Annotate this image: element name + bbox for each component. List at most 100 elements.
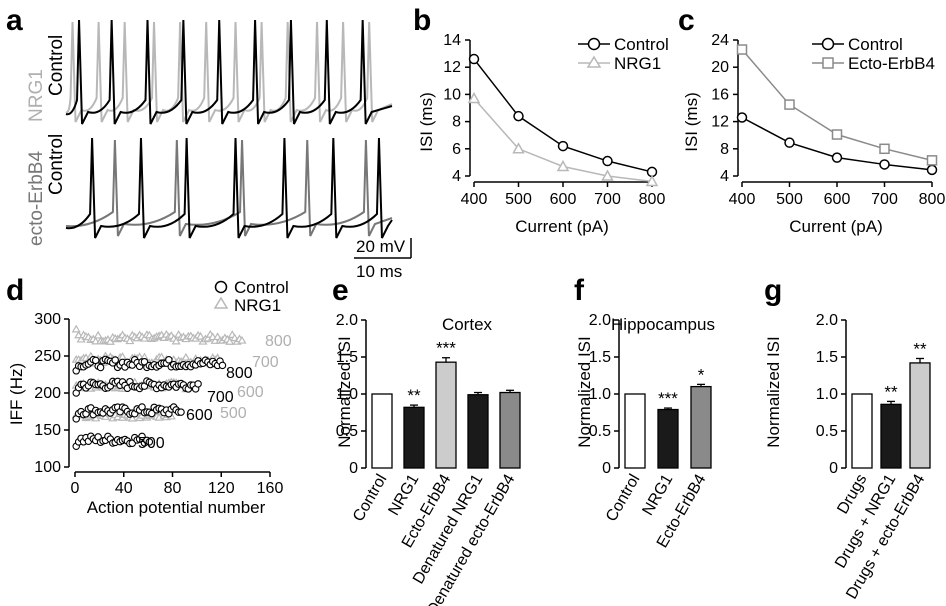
significance-label: ** xyxy=(884,382,898,401)
data-point xyxy=(601,169,614,181)
d-label-black-600: 600 xyxy=(186,407,213,424)
panel-b-chart: 4 6 8 10 12 14 400 500 600 700 800 xyxy=(443,32,665,208)
y-tick-label: 1.0 xyxy=(816,386,838,403)
data-point xyxy=(831,152,843,163)
y-tick-label: 12 xyxy=(711,114,729,131)
legend-nrg1-marker xyxy=(586,55,602,68)
x-tick-label: 120 xyxy=(208,480,235,497)
significance-label: *** xyxy=(436,339,456,358)
data-point xyxy=(602,155,613,167)
y-tick-label: 12 xyxy=(443,59,461,76)
d-label-gray-600: 600 xyxy=(237,384,264,401)
y-tick-label: 2.0 xyxy=(816,312,838,329)
y-tick-label: 0.5 xyxy=(589,423,611,440)
data-point xyxy=(556,159,570,172)
panel-e-title: Cortex xyxy=(442,315,493,334)
nrg1-point xyxy=(93,330,103,339)
legend-nrg1-label: NRG1 xyxy=(614,54,661,73)
data-point xyxy=(736,44,748,55)
x-tick-label: 800 xyxy=(919,191,946,208)
y-tick-label: 24 xyxy=(711,32,729,49)
y-tick-label: 150 xyxy=(34,422,61,439)
bar-denatured-ecto-erbb4 xyxy=(499,391,521,469)
panel-f-title: Hippocampus xyxy=(611,315,715,334)
panel-a-traces xyxy=(65,19,393,239)
legend-ecto-marker xyxy=(822,57,834,69)
y-tick-label: 1.5 xyxy=(589,349,611,366)
panel-e-ylabel: Normalized ISI xyxy=(335,336,354,447)
legend-d-control-label: Control xyxy=(234,278,289,297)
y-tick-label: 0 xyxy=(829,460,838,477)
bar-drugs-nrg1 xyxy=(880,403,902,469)
bar-ecto-erbb4 xyxy=(435,361,457,469)
nrg1-point xyxy=(127,413,137,422)
d-label-black-500: 500 xyxy=(138,435,165,452)
x-tick-label: 700 xyxy=(871,191,898,208)
nrg1-point xyxy=(181,352,191,361)
x-tick-label: 500 xyxy=(776,191,803,208)
nrg1-point xyxy=(237,335,247,344)
d-label-black-800: 800 xyxy=(226,365,253,382)
panel-f-ylabel: Normalized ISI xyxy=(575,336,594,447)
y-tick-label: 1.0 xyxy=(589,386,611,403)
y-tick-label: 0 xyxy=(602,460,611,477)
trace-control-bottom xyxy=(65,137,393,239)
nrg1-point xyxy=(71,324,81,333)
y-tick-label: 0.5 xyxy=(336,423,358,440)
trace-label-ecto-erbb4: ecto-ErbB4 xyxy=(26,151,47,246)
data-point xyxy=(879,159,890,170)
x-tick-label: 500 xyxy=(505,191,532,208)
x-tick-label: 40 xyxy=(115,480,133,497)
data-point xyxy=(645,174,659,187)
d-label-gray-800: 800 xyxy=(265,333,292,350)
x-tick-label: 600 xyxy=(550,191,577,208)
data-point xyxy=(784,137,795,148)
y-tick-label: 10 xyxy=(443,86,461,103)
y-tick-label: 14 xyxy=(443,32,461,49)
bar-drugs xyxy=(851,393,873,469)
y-tick-label: 4 xyxy=(452,168,461,185)
scale-bar-mv-label: 20 mV xyxy=(356,237,406,256)
data-point xyxy=(784,99,795,110)
legend-control-marker-c xyxy=(821,37,835,51)
bar-nrg1 xyxy=(657,408,679,469)
significance-label: ** xyxy=(407,386,421,405)
legend-ecto-label: Ecto-ErbB4 xyxy=(848,54,935,73)
y-tick-label: 1.0 xyxy=(336,386,358,403)
y-tick-label: 250 xyxy=(34,348,61,365)
nrg1-point xyxy=(156,352,167,361)
bar-drugs-ecto-erbb4 xyxy=(909,362,931,469)
nrg1-point xyxy=(225,337,235,345)
panel-c-ylabel: ISI (ms) xyxy=(682,92,701,152)
panel-g-ylabel: Normalized ISI xyxy=(764,336,783,447)
x-tick-label: 600 xyxy=(824,191,851,208)
y-tick-label: 20 xyxy=(711,59,729,76)
y-tick-label: 1.5 xyxy=(336,349,358,366)
panel-b-xlabel: Current (pA) xyxy=(515,217,609,236)
trace-label-control-bottom: Control xyxy=(46,134,67,195)
panel-c-xlabel: Current (pA) xyxy=(789,217,883,236)
trace-label-control-top: Control xyxy=(46,35,67,96)
panel-letter-f: f xyxy=(574,274,585,307)
panel-d-xlabel: Action potential number xyxy=(87,498,266,517)
y-tick-label: 8 xyxy=(720,141,729,158)
panel-e-chart: 00.51.01.52.0Control**NRG1***Ecto-ErbB4D… xyxy=(336,312,521,606)
bar-control xyxy=(371,393,393,469)
x-tick-label: 400 xyxy=(461,191,488,208)
x-tick-label: 160 xyxy=(257,480,284,497)
panel-letter-c: c xyxy=(678,4,695,37)
category-label: Control xyxy=(350,472,391,525)
category-label: Control xyxy=(603,472,644,525)
panel-d-legend: Control NRG1 xyxy=(213,278,289,315)
series-line-control xyxy=(473,58,653,173)
trace-nrg1 xyxy=(65,21,393,123)
panel-d-ylabel: IFF (Hz) xyxy=(7,363,26,425)
control-point xyxy=(111,356,119,364)
legend-control-label-c: Control xyxy=(848,35,903,54)
data-point xyxy=(513,110,524,122)
y-tick-label: 2.0 xyxy=(336,312,358,329)
trace-ecto-erbb4 xyxy=(65,139,393,237)
data-point xyxy=(512,142,525,154)
y-tick-label: 2.0 xyxy=(589,312,611,329)
y-tick-label: 1.5 xyxy=(816,349,838,366)
